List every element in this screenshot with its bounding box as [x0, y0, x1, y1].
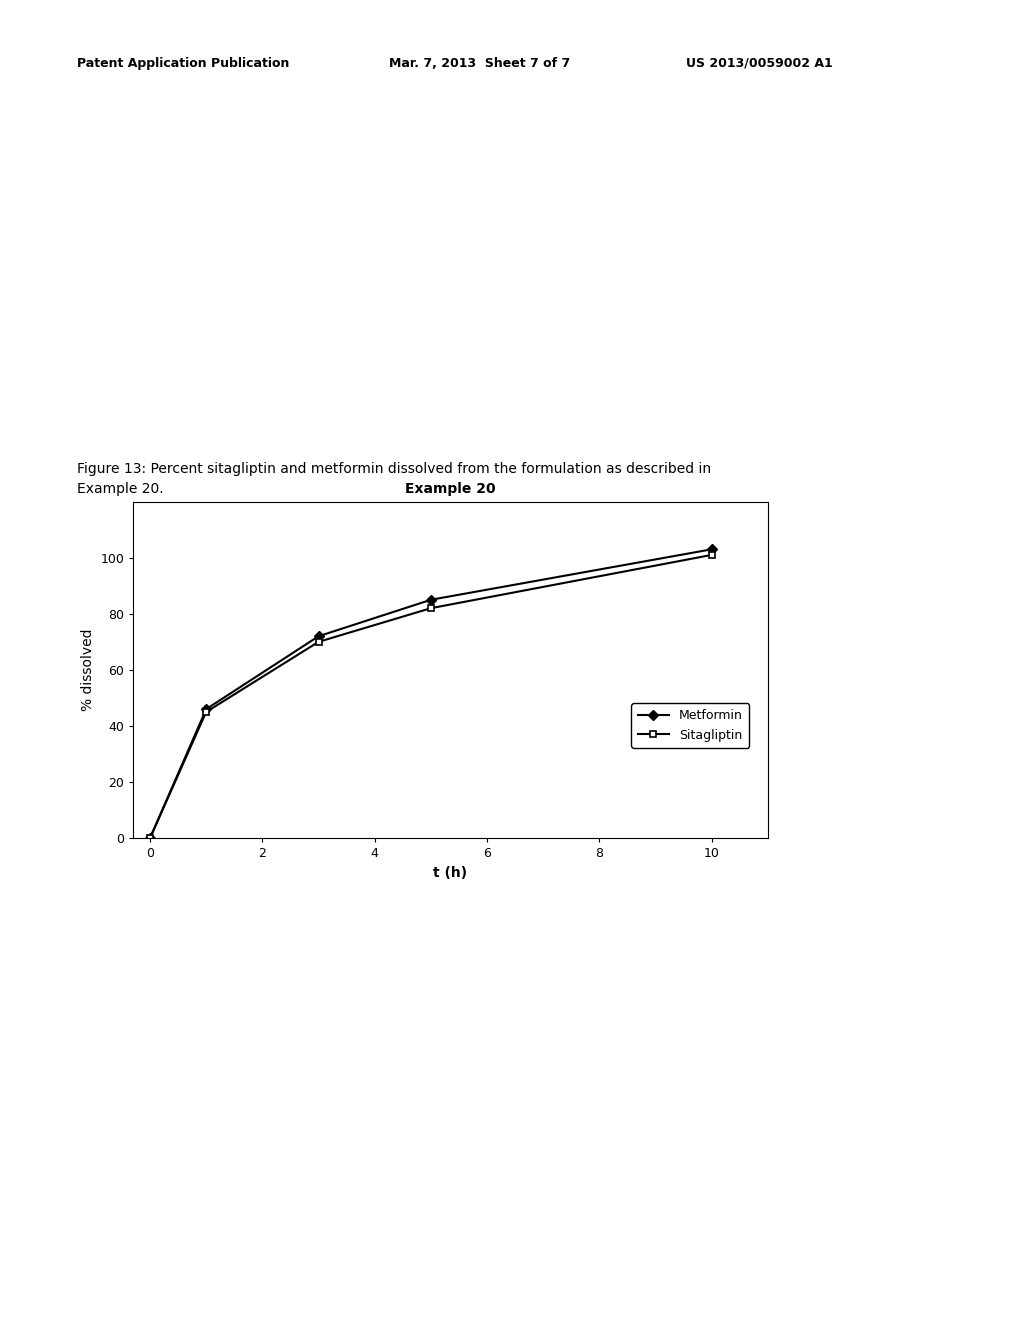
Text: Example 20.: Example 20.: [77, 482, 164, 496]
Text: Patent Application Publication: Patent Application Publication: [77, 57, 289, 70]
Line: Sitagliptin: Sitagliptin: [146, 552, 716, 842]
Title: Example 20: Example 20: [406, 482, 496, 496]
X-axis label: t (h): t (h): [433, 866, 468, 880]
Sitagliptin: [706, 546, 718, 562]
Line: Metformin: Metformin: [146, 545, 716, 842]
Legend: Metformin, Sitagliptin: Metformin, Sitagliptin: [632, 704, 749, 748]
Text: Figure 13: Percent sitagliptin and metformin dissolved from the formulation as d: Figure 13: Percent sitagliptin and metfo…: [77, 462, 711, 477]
Metformin: [706, 541, 718, 557]
Metformin: [312, 628, 325, 644]
Sitagliptin: [425, 601, 437, 616]
Text: Mar. 7, 2013  Sheet 7 of 7: Mar. 7, 2013 Sheet 7 of 7: [389, 57, 570, 70]
Y-axis label: % dissolved: % dissolved: [81, 628, 94, 711]
Metformin: [200, 701, 212, 717]
Sitagliptin: [312, 634, 325, 649]
Text: US 2013/0059002 A1: US 2013/0059002 A1: [686, 57, 833, 70]
Sitagliptin: [143, 830, 156, 846]
Metformin: [143, 830, 156, 846]
Sitagliptin: [200, 704, 212, 719]
Metformin: [425, 591, 437, 607]
